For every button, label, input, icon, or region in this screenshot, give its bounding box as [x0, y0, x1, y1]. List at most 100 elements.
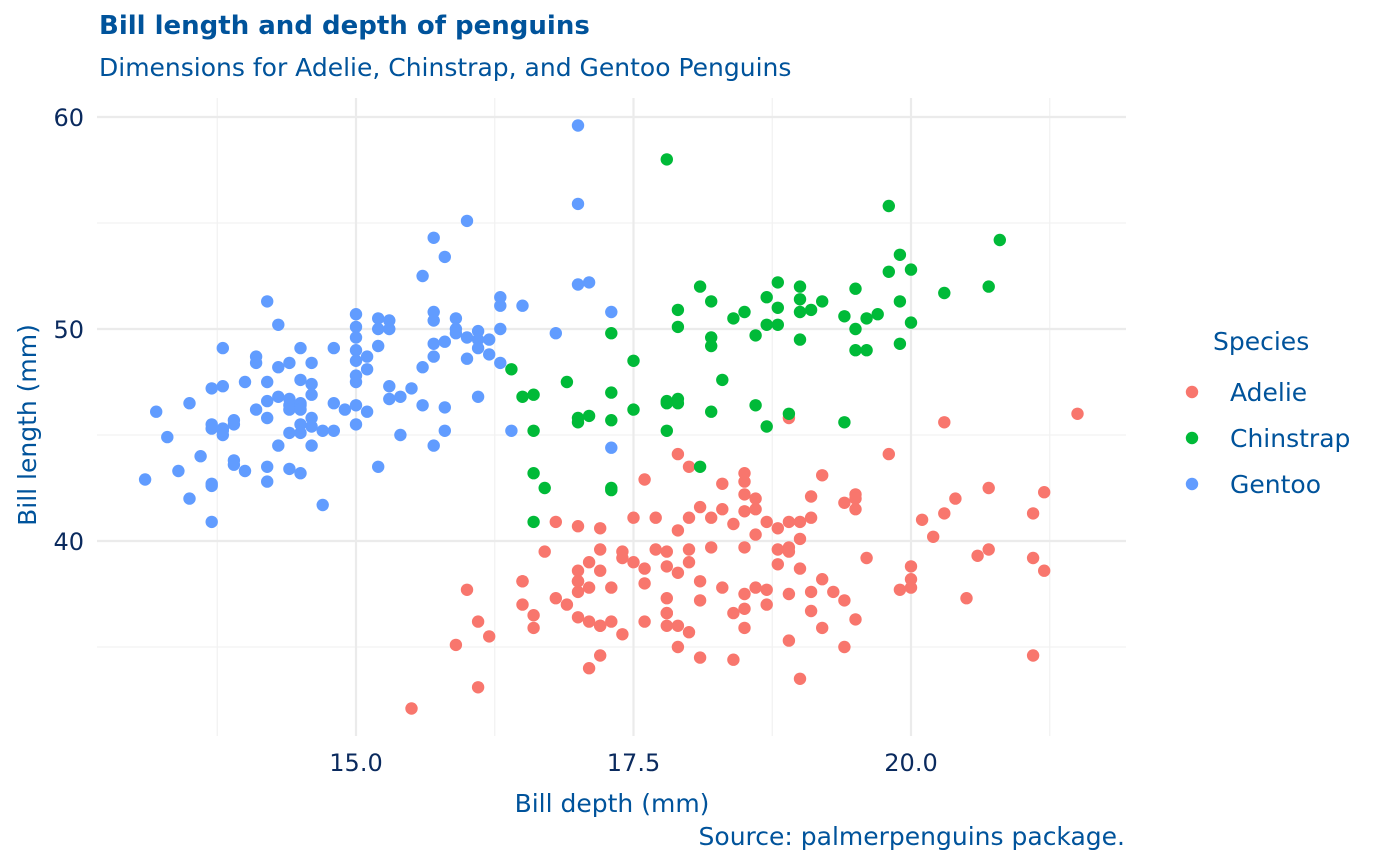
point-adelie [793, 532, 807, 546]
point-adelie [660, 592, 673, 605]
point-chinstrap [605, 386, 618, 399]
point-gentoo [494, 322, 507, 336]
point-adelie [1026, 551, 1040, 565]
point-chinstrap [716, 373, 729, 387]
point-adelie [682, 543, 696, 556]
legend: Species Adelie Chinstrap Gentoo [1185, 327, 1350, 499]
point-gentoo [349, 331, 363, 344]
point-gentoo [571, 197, 585, 211]
series-adelie [405, 407, 1084, 715]
point-gentoo [327, 424, 340, 437]
point-gentoo [438, 424, 451, 437]
point-chinstrap [571, 411, 585, 425]
point-gentoo [460, 214, 474, 228]
point-gentoo [505, 424, 518, 437]
point-gentoo [483, 348, 496, 361]
point-adelie [682, 626, 696, 639]
point-gentoo [261, 460, 274, 473]
point-adelie [616, 628, 629, 641]
point-gentoo [305, 388, 318, 401]
point-gentoo [483, 333, 496, 346]
point-chinstrap [605, 483, 618, 497]
point-adelie [760, 515, 773, 529]
point-gentoo [438, 401, 451, 414]
point-chinstrap [527, 388, 540, 401]
point-gentoo [460, 352, 474, 365]
point-adelie [749, 528, 762, 541]
point-chinstrap [838, 310, 851, 323]
point-adelie [571, 611, 585, 624]
point-adelie [682, 556, 696, 569]
point-adelie [627, 511, 640, 524]
point-adelie [1026, 649, 1040, 662]
point-gentoo [261, 475, 274, 488]
point-adelie [771, 558, 784, 571]
point-adelie [816, 469, 829, 482]
point-adelie [471, 681, 485, 694]
point-chinstrap [760, 420, 773, 433]
point-adelie [671, 447, 685, 461]
point-adelie [738, 541, 751, 554]
point-adelie [749, 503, 762, 516]
point-adelie [660, 545, 673, 558]
point-chinstrap [671, 397, 685, 410]
point-gentoo [272, 390, 285, 403]
point-gentoo [283, 356, 296, 370]
point-gentoo [349, 344, 363, 357]
point-chinstrap [760, 318, 773, 331]
point-gentoo [349, 308, 363, 321]
point-adelie [693, 594, 707, 607]
point-gentoo [272, 439, 285, 452]
point-chinstrap [771, 318, 784, 331]
point-adelie [727, 653, 740, 666]
point-adelie [594, 564, 607, 577]
point-gentoo [349, 354, 363, 367]
point-chinstrap [893, 295, 907, 308]
point-gentoo [372, 460, 385, 473]
point-adelie [571, 564, 585, 577]
point-gentoo [449, 312, 463, 325]
point-gentoo [249, 356, 263, 370]
point-gentoo [205, 382, 218, 395]
point-chinstrap [749, 399, 762, 412]
point-gentoo [305, 411, 318, 425]
point-adelie [660, 619, 673, 632]
point-gentoo [471, 341, 485, 355]
point-chinstrap [882, 199, 895, 213]
point-gentoo [216, 380, 229, 393]
point-gentoo [261, 295, 274, 308]
point-gentoo [349, 418, 363, 431]
point-adelie [516, 598, 529, 611]
point-gentoo [216, 341, 229, 355]
point-adelie [716, 477, 729, 490]
point-gentoo [183, 397, 196, 410]
point-chinstrap [693, 460, 707, 473]
point-chinstrap [904, 263, 918, 276]
point-chinstrap [904, 316, 918, 329]
point-gentoo [494, 291, 507, 304]
point-adelie [904, 560, 918, 573]
point-adelie [949, 492, 962, 505]
point-gentoo [138, 473, 152, 486]
point-gentoo [294, 403, 307, 416]
point-chinstrap [793, 280, 807, 293]
point-chinstrap [816, 295, 829, 308]
point-chinstrap [893, 337, 907, 350]
point-chinstrap [527, 515, 540, 529]
point-chinstrap [660, 153, 673, 166]
point-chinstrap [771, 301, 784, 314]
point-adelie [671, 524, 685, 537]
point-adelie [594, 649, 607, 662]
point-adelie [549, 515, 562, 529]
point-adelie [527, 621, 540, 635]
point-adelie [693, 651, 707, 664]
point-adelie [549, 592, 562, 605]
point-adelie [738, 467, 751, 480]
point-adelie [738, 621, 751, 635]
point-gentoo [383, 314, 396, 327]
point-chinstrap [582, 409, 596, 423]
legend-items: Adelie Chinstrap Gentoo [1185, 378, 1350, 499]
point-adelie [671, 619, 685, 632]
point-gentoo [316, 498, 329, 512]
point-gentoo [172, 464, 185, 478]
